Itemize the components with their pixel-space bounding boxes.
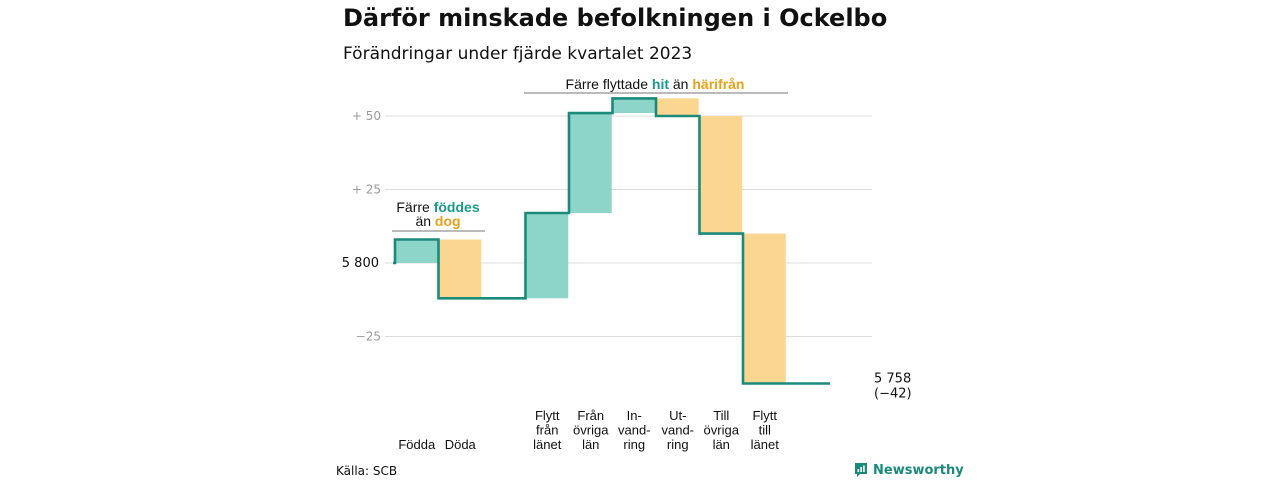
category-label: Från: [577, 408, 604, 423]
category-label: till: [759, 423, 771, 438]
category-label: ring: [667, 437, 689, 452]
category-label: Födda: [398, 437, 436, 452]
category-label: ring: [623, 437, 645, 452]
annotation-text: än: [673, 76, 689, 92]
annotation-text: härifrån: [692, 76, 744, 92]
bar-decrease: [743, 233, 786, 384]
category-label: länet: [533, 437, 562, 452]
annotation-text: Färre flyttade: [566, 76, 649, 92]
category-label: In-: [627, 408, 642, 423]
bar-increase: [569, 113, 612, 214]
category-label: Till: [713, 408, 729, 423]
annotation-text: dog: [435, 213, 461, 229]
source-note: Källa: SCB: [336, 464, 398, 478]
bar-decrease: [439, 239, 482, 299]
end-value-label: 5 758: [874, 372, 911, 387]
annotation-text: föddes: [434, 199, 480, 215]
chart-subtitle: Förändringar under fjärde kvartalet 2023: [343, 44, 693, 64]
annotation-line: Färre föddes: [396, 199, 479, 215]
y-tick-label: + 25: [352, 183, 381, 197]
waterfall-chart: + 50+ 255 800−25 Födda DödaFlyttfrånlänet…: [342, 76, 912, 452]
annotation-text: hit: [652, 76, 669, 92]
bar-increase: [526, 213, 569, 299]
step-line-layer: [393, 97, 830, 385]
annotation-text: än: [415, 213, 431, 229]
y-tick-label: 5 800: [342, 256, 379, 271]
category-label: från: [536, 423, 558, 438]
y-axis: + 50 + 25 5 800 −25: [342, 109, 381, 344]
end-change-label: (−42): [874, 387, 912, 402]
brand-logo: Newsworthy: [854, 462, 964, 478]
category-label: Ut-: [669, 408, 686, 423]
bar-decrease: [700, 116, 743, 234]
annotation-text: Färre: [396, 199, 430, 215]
brand-name: Newsworthy: [873, 462, 964, 478]
category-label: vand-: [661, 423, 694, 438]
annotation-line: Färre flyttade hit än härifrån: [566, 76, 745, 92]
category-labels: Födda DödaFlyttfrånlänetFrånövrigalänIn-v…: [398, 372, 911, 452]
category-label: länet: [751, 437, 780, 452]
bar-decrease: [656, 98, 699, 116]
newsworthy-logo-icon: [855, 463, 867, 477]
chart-title: Därför minskade befolkningen i Ockelbo: [343, 4, 888, 32]
y-tick-label: −25: [356, 330, 381, 344]
annotation-line: än dog: [415, 213, 460, 229]
category-label: vand-: [618, 423, 651, 438]
category-label: Flytt: [535, 408, 560, 423]
bar-layer: [395, 98, 786, 384]
category-label: län: [713, 437, 730, 452]
bar-increase: [395, 239, 438, 263]
category-label: Döda: [445, 437, 477, 452]
category-label: Flytt: [752, 408, 777, 423]
category-label: län: [582, 437, 599, 452]
y-tick-label: + 50: [352, 109, 381, 123]
bar-increase: [613, 98, 656, 114]
step-line: [393, 97, 830, 385]
category-label: övriga: [704, 423, 740, 438]
category-label: övriga: [573, 423, 609, 438]
